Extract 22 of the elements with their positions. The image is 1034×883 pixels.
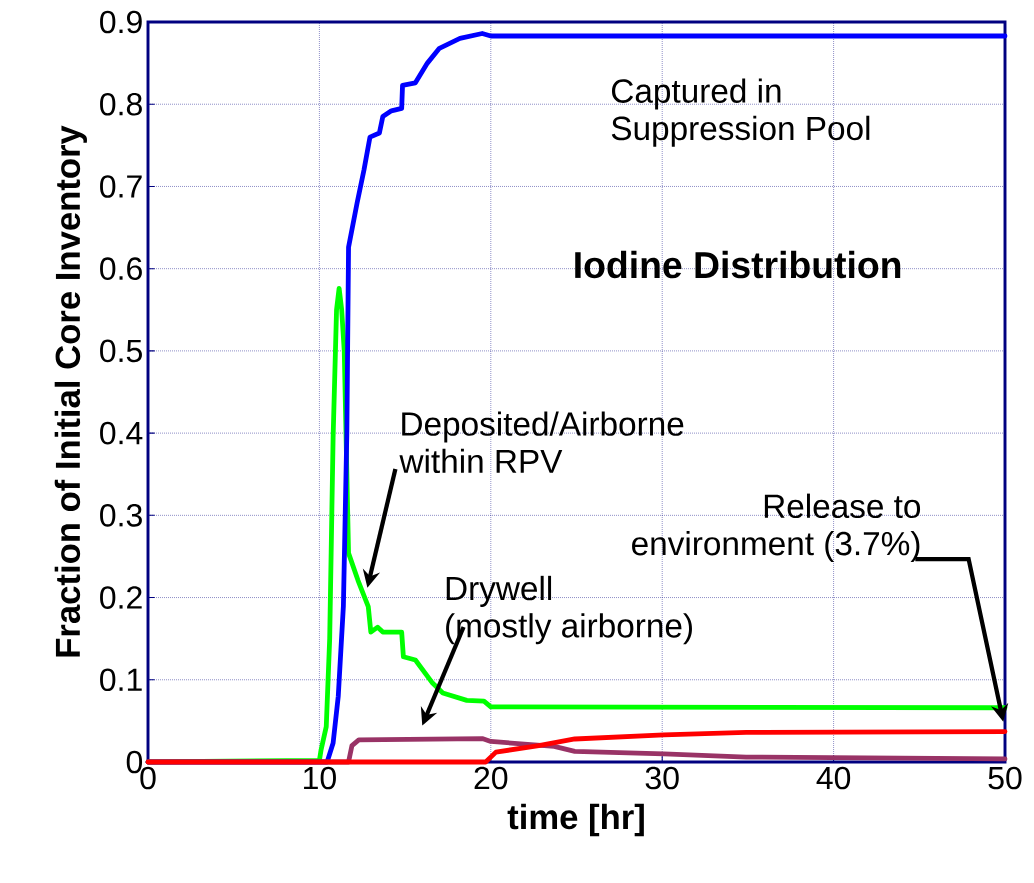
annotation: Drywell (mostly airborne)	[446, 575, 692, 645]
y-tick-label: 0	[126, 750, 143, 774]
y-tick-label: 0.6	[100, 257, 142, 280]
y-tick-label: 0.1	[100, 668, 142, 692]
y-tick-label: 0.8	[100, 92, 142, 116]
annotation: Deposited/Airborne within RPV	[399, 411, 684, 474]
x-tick-label: 10	[304, 766, 336, 790]
y-axis-title: Fraction of Initial Core Inventory	[54, 125, 87, 657]
series-label: Captured in Suppression Pool	[611, 78, 870, 147]
x-tick-label: 20	[474, 766, 508, 790]
y-tick-label: 0.7	[100, 175, 142, 198]
x-tick-label: 40	[816, 766, 851, 790]
y-tick-label: 0.3	[100, 504, 142, 527]
y-tick-label: 0.4	[100, 421, 143, 445]
y-tick-label: 0.2	[100, 586, 142, 609]
y-tick-label: 0.5	[100, 339, 142, 363]
annotation: Release to environment (3.7%)	[632, 493, 921, 562]
x-tick-label: 30	[645, 766, 679, 790]
y-tick-label: 0.9	[100, 10, 142, 34]
x-axis-title: time [hr]	[507, 803, 644, 837]
x-tick-label: 50	[988, 766, 1022, 790]
text: Iodine Distribution	[575, 250, 901, 279]
